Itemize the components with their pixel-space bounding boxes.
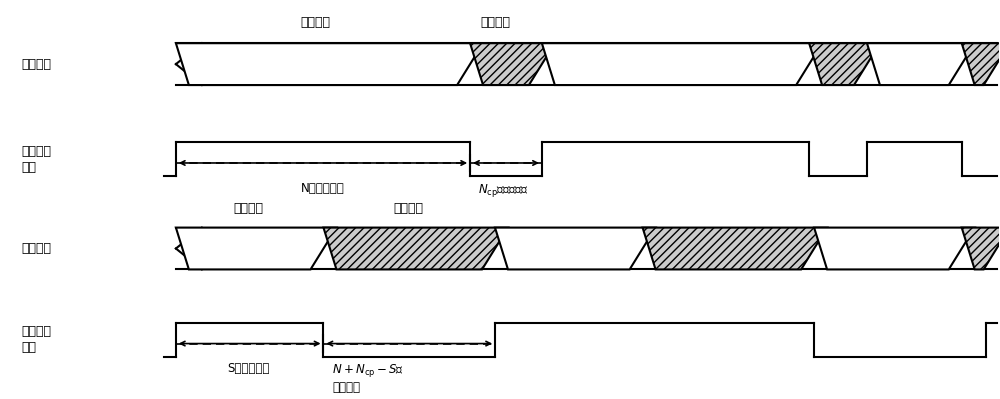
Polygon shape [814, 227, 975, 269]
Text: 输入数据
使能: 输入数据 使能 [21, 145, 51, 174]
Polygon shape [867, 43, 975, 85]
Text: 输出数据: 输出数据 [21, 242, 51, 255]
Polygon shape [176, 227, 336, 269]
Polygon shape [542, 43, 822, 85]
Text: 输入数据: 输入数据 [21, 57, 51, 71]
Text: 输出数据
使能: 输出数据 使能 [21, 325, 51, 354]
Polygon shape [495, 227, 656, 269]
Text: 无效输入: 无效输入 [480, 16, 510, 29]
Text: N个时钟周期: N个时钟周期 [301, 182, 344, 195]
Text: 有效输出: 有效输出 [234, 202, 264, 215]
Polygon shape [323, 227, 508, 269]
Text: 无效输出: 无效输出 [393, 202, 423, 215]
Text: $N_{\mathrm{cp}}$个时钟周期: $N_{\mathrm{cp}}$个时钟周期 [478, 182, 528, 199]
Text: S个时钟周期: S个时钟周期 [228, 362, 270, 375]
Polygon shape [962, 43, 1000, 85]
Polygon shape [809, 43, 880, 85]
Text: $N+N_{\mathrm{cp}}-S$个
时钟周期: $N+N_{\mathrm{cp}}-S$个 时钟周期 [332, 362, 404, 394]
Text: 有效输入: 有效输入 [301, 16, 331, 29]
Polygon shape [470, 43, 555, 85]
Polygon shape [962, 227, 1000, 269]
Polygon shape [643, 227, 827, 269]
Polygon shape [176, 43, 483, 85]
